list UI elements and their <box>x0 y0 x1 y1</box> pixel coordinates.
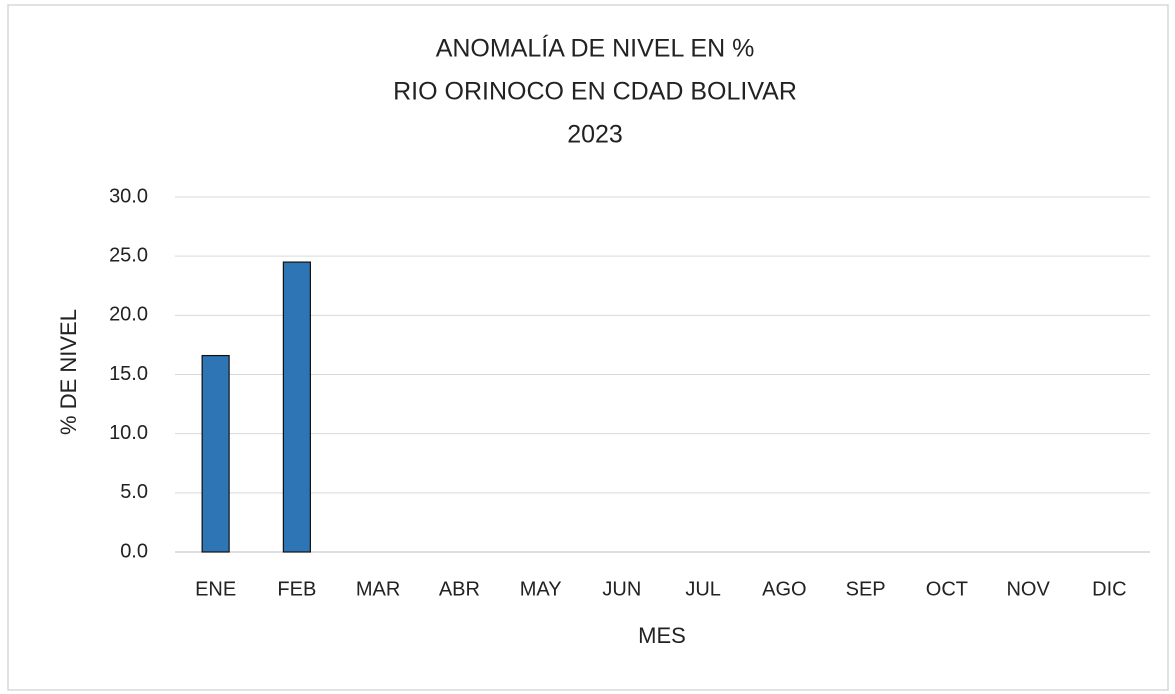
x-tick-label: JUL <box>685 578 721 600</box>
x-tick-label: FEB <box>277 578 316 600</box>
x-axis-label: MES <box>638 623 686 648</box>
y-tick-label: 0.0 <box>120 540 148 562</box>
bar <box>282 261 311 553</box>
y-axis-label: % DE NIVEL <box>56 309 81 435</box>
x-tick-label: NOV <box>1006 578 1050 600</box>
x-tick-label: MAR <box>356 578 400 600</box>
y-tick-label: 15.0 <box>109 363 148 385</box>
x-tick-label: ENE <box>195 578 236 600</box>
x-tick-label: OCT <box>926 578 968 600</box>
x-tick-label: AGO <box>762 578 806 600</box>
y-tick-label: 10.0 <box>109 422 148 444</box>
bar <box>201 354 230 553</box>
chart-title: RIO ORINOCO EN CDAD BOLIVAR <box>393 78 797 106</box>
x-tick-label: MAY <box>520 578 562 600</box>
x-tick-label: JUN <box>602 578 641 600</box>
x-tick-label: DIC <box>1092 578 1126 600</box>
y-tick-label: 5.0 <box>120 481 148 503</box>
y-tick-label: 25.0 <box>109 244 148 266</box>
chart-frame <box>7 4 1169 691</box>
chart-title: ANOMALÍA DE NIVEL EN % <box>436 34 755 63</box>
x-tick-label: ABR <box>439 578 480 600</box>
y-tick-label: 20.0 <box>109 304 148 326</box>
chart-title: 2023 <box>567 121 623 149</box>
y-tick-label: 30.0 <box>109 185 148 207</box>
x-tick-label: SEP <box>846 578 886 600</box>
